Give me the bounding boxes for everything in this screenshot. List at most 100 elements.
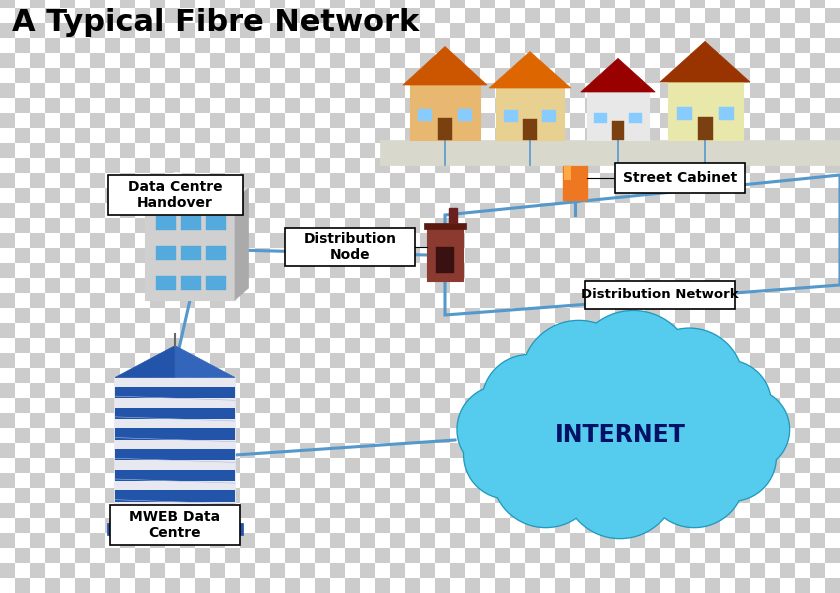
Bar — [510, 323, 525, 338]
Bar — [795, 443, 810, 458]
Bar — [780, 143, 795, 158]
Bar — [315, 503, 330, 518]
Bar — [225, 113, 240, 128]
Bar — [435, 113, 450, 128]
Bar — [360, 173, 375, 188]
Bar — [810, 53, 825, 68]
Bar — [645, 293, 660, 308]
Bar — [645, 278, 660, 293]
Bar — [75, 173, 90, 188]
Bar — [495, 488, 510, 503]
Bar — [150, 368, 165, 383]
Bar — [315, 263, 330, 278]
Bar — [195, 248, 210, 263]
Bar — [255, 293, 270, 308]
Bar — [165, 278, 180, 293]
Bar — [765, 158, 780, 173]
Bar — [165, 173, 180, 188]
Bar — [750, 428, 765, 443]
Bar — [135, 8, 150, 23]
Bar — [690, 8, 705, 23]
Bar — [345, 203, 360, 218]
Bar — [735, 53, 750, 68]
Bar — [165, 338, 180, 353]
Bar — [735, 38, 750, 53]
Bar — [165, 38, 180, 53]
Bar — [555, 458, 570, 473]
Bar — [375, 323, 390, 338]
Bar — [285, 263, 300, 278]
Bar — [150, 143, 165, 158]
Bar — [165, 203, 180, 218]
Bar — [570, 398, 585, 413]
Bar — [195, 563, 210, 578]
Bar — [210, 38, 225, 53]
Bar — [0, 503, 15, 518]
Bar — [555, 473, 570, 488]
Text: Street Cabinet: Street Cabinet — [623, 171, 738, 185]
Bar — [810, 248, 825, 263]
Bar — [345, 248, 360, 263]
Bar — [735, 518, 750, 533]
Bar — [195, 0, 210, 8]
Bar — [15, 248, 30, 263]
Bar — [750, 338, 765, 353]
Bar — [570, 473, 585, 488]
Bar — [105, 98, 120, 113]
Bar — [765, 398, 780, 413]
Bar — [60, 53, 75, 68]
Bar — [555, 188, 570, 203]
Bar — [150, 128, 165, 143]
Bar — [15, 353, 30, 368]
Bar — [825, 473, 840, 488]
Bar — [270, 263, 285, 278]
Bar — [30, 518, 45, 533]
Bar — [405, 23, 420, 38]
Bar — [795, 218, 810, 233]
Bar — [450, 308, 465, 323]
Bar — [540, 398, 555, 413]
Bar — [390, 233, 405, 248]
Bar — [720, 413, 735, 428]
Bar — [720, 263, 735, 278]
Bar — [180, 353, 195, 368]
Bar — [75, 428, 90, 443]
Bar — [465, 488, 480, 503]
Circle shape — [634, 327, 744, 437]
Bar — [105, 83, 120, 98]
Bar — [615, 98, 630, 113]
Bar — [30, 443, 45, 458]
Bar — [480, 383, 495, 398]
Bar — [206, 216, 226, 230]
Bar — [345, 398, 360, 413]
Bar — [825, 233, 840, 248]
Bar — [720, 53, 735, 68]
Bar — [600, 83, 615, 98]
Bar — [115, 387, 235, 398]
Bar — [150, 353, 165, 368]
Bar — [15, 458, 30, 473]
Bar — [390, 428, 405, 443]
Bar — [630, 353, 645, 368]
Bar — [540, 113, 555, 128]
Bar — [435, 173, 450, 188]
Bar — [540, 563, 555, 578]
Bar — [300, 218, 315, 233]
Bar — [0, 578, 15, 593]
Bar — [765, 218, 780, 233]
Bar — [750, 83, 765, 98]
Bar — [735, 533, 750, 548]
Bar — [0, 293, 15, 308]
Bar — [780, 293, 795, 308]
Bar — [780, 248, 795, 263]
Bar — [120, 293, 135, 308]
Bar — [735, 0, 750, 8]
Bar — [390, 383, 405, 398]
Bar — [555, 128, 570, 143]
Bar — [195, 113, 210, 128]
Bar — [300, 488, 315, 503]
Bar — [345, 38, 360, 53]
Bar — [645, 578, 660, 593]
Bar — [615, 473, 630, 488]
Bar — [810, 458, 825, 473]
